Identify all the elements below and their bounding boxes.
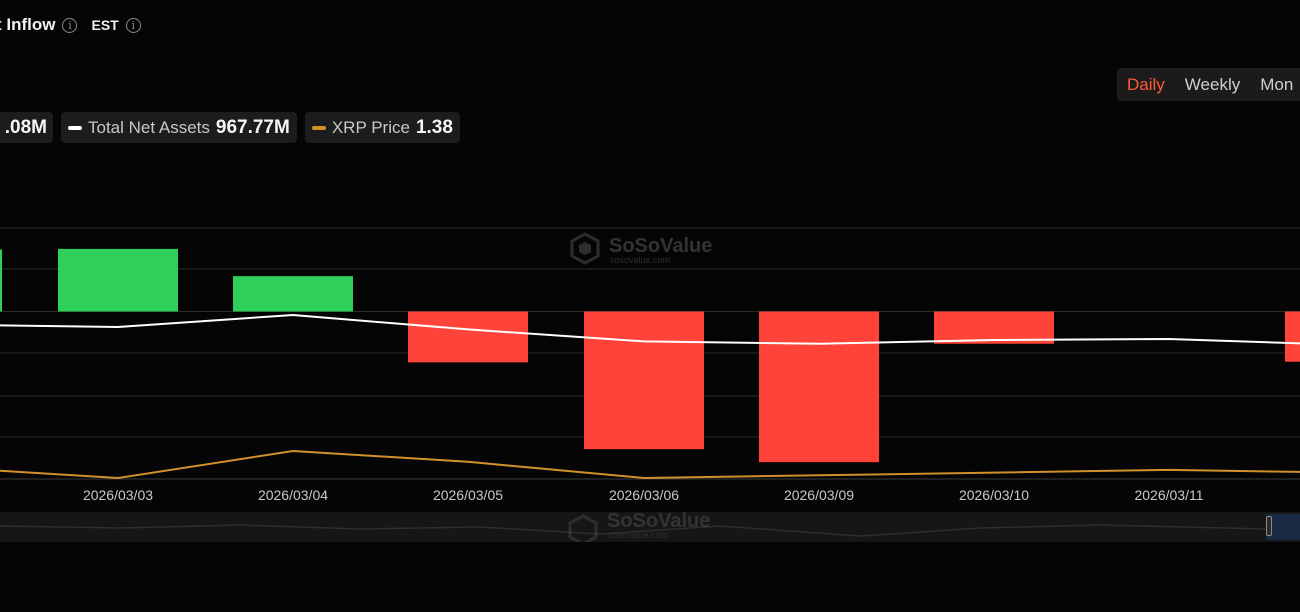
watermark-url: sosovalue.com [610, 255, 670, 265]
inflow-bar[interactable] [759, 312, 879, 463]
navigator-watermark-url: sosovalue.com [608, 530, 668, 540]
navigator-watermark-icon [570, 516, 596, 542]
x-tick-label: 2026/03/06 [609, 487, 679, 503]
navigator-preview: SoSoValue sosovalue.com [0, 512, 1300, 542]
xrp-price-line[interactable] [0, 451, 1300, 478]
x-tick-label: 2026/03/04 [258, 487, 328, 503]
x-tick-label: 2026/03/05 [433, 487, 503, 503]
inflow-bar[interactable] [584, 312, 704, 450]
inflow-bar[interactable] [1285, 312, 1300, 362]
x-tick-label: 2026/03/09 [784, 487, 854, 503]
inflow-bar[interactable] [58, 249, 178, 312]
watermark-brand: SoSoValue [609, 235, 712, 257]
navigator-handle[interactable] [1266, 516, 1272, 536]
x-tick-label: 2026/03/11 [1134, 487, 1203, 503]
navigator-watermark-brand: SoSoValue [607, 512, 710, 532]
range-navigator[interactable]: SoSoValue sosovalue.com [0, 512, 1300, 542]
inflow-bar[interactable] [408, 312, 528, 363]
x-tick-label: 2026/03/03 [83, 487, 153, 503]
watermark-logo-icon [572, 234, 598, 263]
x-tick-label: 2026/03/10 [959, 487, 1029, 503]
inflow-bar[interactable] [0, 250, 2, 312]
inflow-bar[interactable] [233, 276, 353, 311]
